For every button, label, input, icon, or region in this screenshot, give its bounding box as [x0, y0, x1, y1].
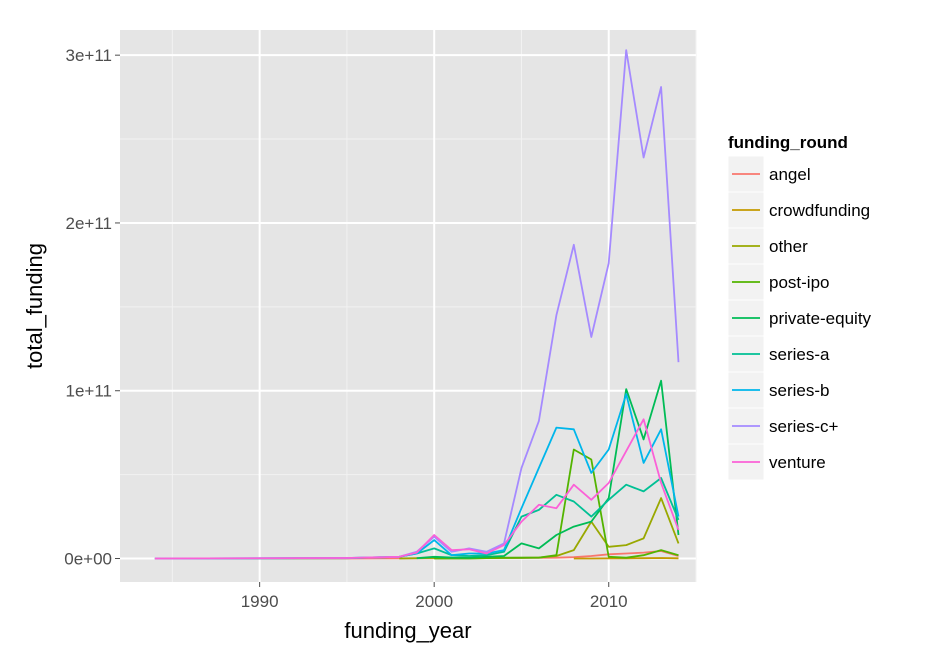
- y-axis-title: total_funding: [22, 243, 47, 369]
- legend-label-series-a: series-a: [769, 345, 830, 364]
- y-tick-label: 1e+11: [66, 382, 112, 401]
- legend-label-series-c+: series-c+: [769, 417, 839, 436]
- x-tick-label: 2010: [590, 592, 628, 611]
- legend-label-post-ipo: post-ipo: [769, 273, 829, 292]
- y-tick-label: 3e+11: [66, 46, 112, 65]
- y-axis: 0e+00 1e+11 2e+11 3e+11: [64, 46, 120, 569]
- legend: funding_round angel crowdfunding other post…: [727, 133, 872, 481]
- series-lines: [154, 49, 680, 560]
- legend-title: funding_round: [728, 133, 848, 152]
- legend-label-crowdfunding: crowdfunding: [769, 201, 870, 220]
- legend-label-angel: angel: [769, 165, 811, 184]
- x-tick-label: 1990: [241, 592, 279, 611]
- y-tick-label: 2e+11: [66, 214, 112, 233]
- x-axis-title: funding_year: [344, 618, 471, 643]
- plot-panel: [120, 30, 696, 582]
- legend-label-private-equity: private-equity: [769, 309, 872, 328]
- series-line-venture: [154, 418, 680, 560]
- legend-label-venture: venture: [769, 453, 826, 472]
- series-line-private-equity: [416, 379, 680, 560]
- x-tick-label: 2000: [415, 592, 453, 611]
- legend-label-series-b: series-b: [769, 381, 829, 400]
- series-line-post-ipo: [434, 448, 679, 560]
- minor-gridlines: [120, 30, 697, 582]
- x-axis: 1990 2000 2010: [241, 582, 628, 611]
- y-tick-label: 0e+00: [64, 550, 112, 569]
- legend-label-other: other: [769, 237, 808, 256]
